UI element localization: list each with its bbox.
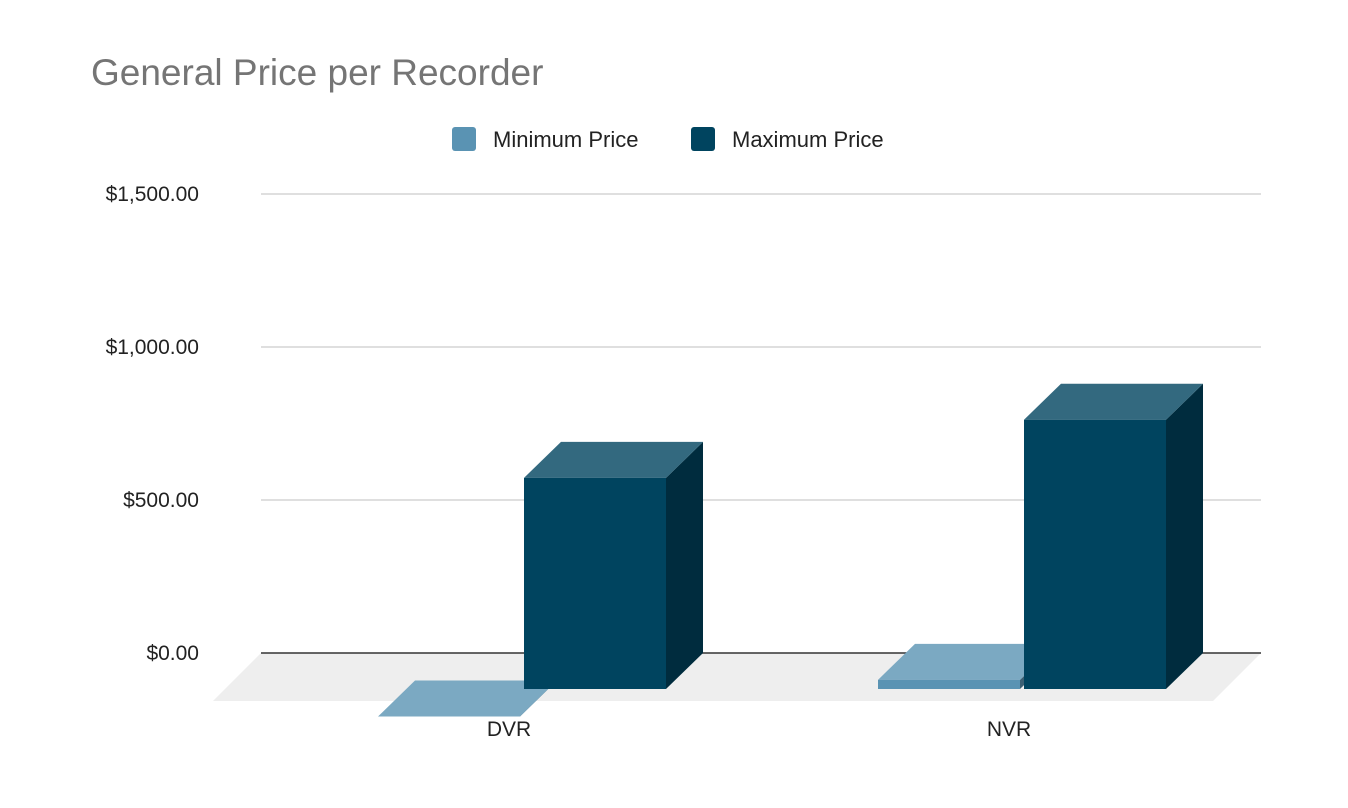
chart-title: General Price per Recorder — [91, 52, 544, 93]
bar-side — [1166, 383, 1203, 689]
legend-swatch — [452, 127, 476, 151]
x-tick-label: DVR — [487, 718, 531, 741]
bar-top — [524, 441, 703, 478]
bar-side — [666, 441, 703, 689]
y-tick-label: $0.00 — [146, 642, 199, 665]
legend-item: Minimum Price — [452, 127, 638, 152]
bar-dvr-maximum-price — [524, 441, 703, 689]
legend-label: Maximum Price — [732, 127, 884, 152]
y-tick-label: $500.00 — [123, 489, 199, 512]
x-tick-label: NVR — [987, 718, 1031, 741]
bars — [378, 383, 1203, 717]
bar-front — [524, 477, 666, 689]
bar-front — [1024, 419, 1166, 689]
bar-top — [1024, 383, 1203, 420]
legend-label: Minimum Price — [493, 127, 638, 152]
bar-front — [878, 679, 1020, 689]
y-tick-label: $1,500.00 — [106, 183, 199, 206]
legend-swatch — [691, 127, 715, 151]
bar-nvr-maximum-price — [1024, 383, 1203, 689]
y-tick-label: $1,000.00 — [106, 336, 199, 359]
bar-top — [378, 680, 557, 717]
y-axis: $0.00 $500.00 $1,000.00 $1,500.00 — [106, 183, 199, 665]
x-axis: DVR NVR — [487, 718, 1031, 741]
bar-top — [878, 643, 1057, 680]
legend: Minimum Price Maximum Price — [452, 127, 884, 152]
legend-item: Maximum Price — [691, 127, 884, 152]
